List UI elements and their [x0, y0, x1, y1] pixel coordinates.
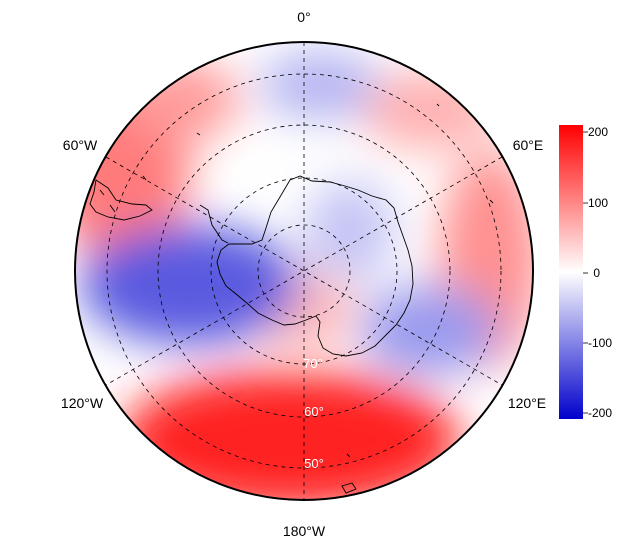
lat-label-60: 60° [304, 404, 324, 419]
lon-label-60e: 60°E [513, 137, 544, 153]
latitude-circle-50 [106, 73, 502, 469]
colorbar-tick-neg100: -100 [588, 336, 612, 350]
lat-label-70: 70° [303, 356, 323, 371]
colorbar: 200 100 0 -100 -200 [559, 125, 612, 420]
lon-label-120w: 120°W [61, 395, 104, 411]
colorbar-tick-0: 0 [593, 266, 600, 280]
lon-label-120e: 120°E [508, 395, 546, 411]
lon-label-180: 180°W [283, 523, 326, 539]
graticule [105, 42, 503, 500]
colorbar-tick-200: 200 [588, 125, 608, 139]
negative-anomaly-east-antarctica [360, 285, 500, 375]
negative-anomaly-zero-meridian [260, 50, 380, 120]
negative-anomaly-amundsen [80, 225, 300, 345]
lat-label-50: 50° [304, 456, 324, 471]
colorbar-gradient [559, 125, 583, 419]
antarctica-coastline [89, 103, 494, 494]
map-boundary [74, 41, 534, 501]
colorbar-tick-neg200: -200 [588, 406, 612, 420]
latitude-circle-60 [157, 124, 451, 418]
positive-anomaly-pacific [120, 370, 460, 500]
lon-label-60w: 60°W [63, 137, 98, 153]
colorbar-tick-100: 100 [588, 196, 608, 210]
lon-label-0: 0° [297, 9, 310, 25]
anomaly-field [75, 42, 533, 500]
